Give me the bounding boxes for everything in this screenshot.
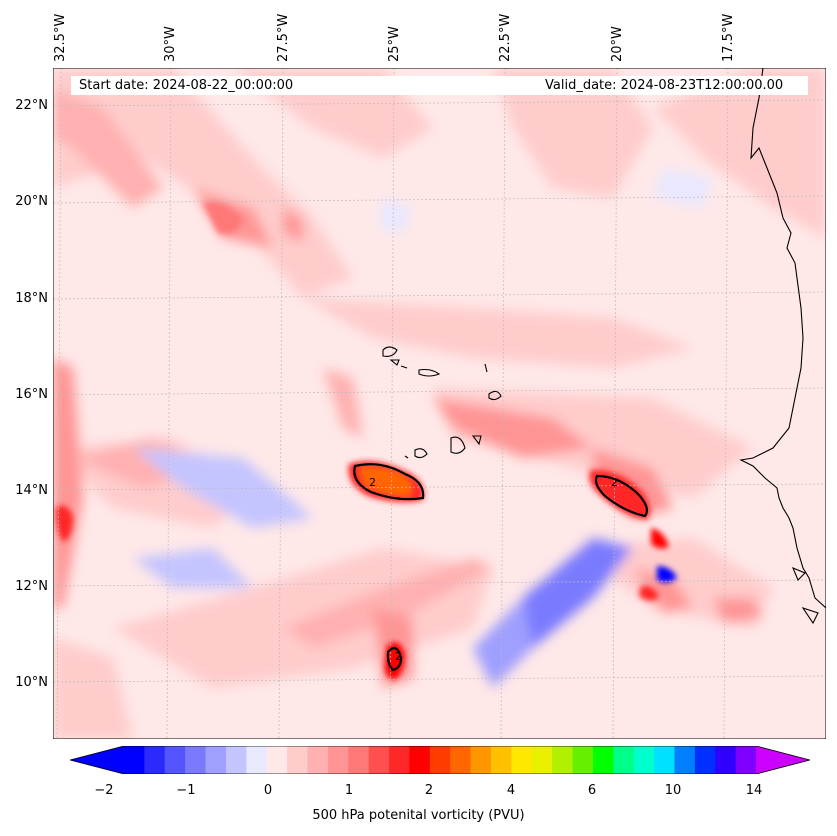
colorbar-cell <box>348 746 370 774</box>
colorbar-cell <box>490 746 512 774</box>
header-box <box>71 76 808 95</box>
colorbar-cell <box>185 746 207 774</box>
colorbar-cell <box>654 746 676 774</box>
colorbar-cell <box>613 746 635 774</box>
colorbar-tick: 1 <box>344 783 354 798</box>
colorbar-cell <box>511 746 533 774</box>
colorbar-cell <box>409 746 431 774</box>
lat-label-16n: 16°N <box>15 387 48 402</box>
colorbar-cell <box>552 746 574 774</box>
colorbar-over-arrow <box>756 746 810 774</box>
colorbar-cell <box>694 746 716 774</box>
colorbar-cell <box>674 746 696 774</box>
colorbar-under-arrow <box>70 746 124 774</box>
colorbar-cell <box>470 746 492 774</box>
lat-label-22n: 22°N <box>15 98 48 113</box>
colorbar-cell <box>225 746 247 774</box>
colorbar-cell <box>715 746 737 774</box>
colorbar-cell <box>429 746 451 774</box>
colorbar-tick: 4 <box>506 783 516 798</box>
contour-label: 2 <box>611 476 618 489</box>
colorbar-tick: 2 <box>424 783 434 798</box>
pv-maxima <box>55 202 677 680</box>
valid-date-label: Valid_date: 2024-08-23T12:00:00.00 <box>545 78 784 93</box>
lon-label-20w: 20°W <box>610 26 625 62</box>
colorbar-cell <box>307 746 329 774</box>
lon-label-25w: 25°W <box>387 26 402 62</box>
colorbar-cell <box>531 746 553 774</box>
lon-label-32-5w: 32.5°W <box>53 13 68 62</box>
lat-label-18n: 18°N <box>15 291 48 306</box>
colorbar-tick: 6 <box>587 783 597 798</box>
colorbar-cell <box>389 746 411 774</box>
colorbar-tick: −2 <box>94 783 114 798</box>
colorbar-cell <box>144 746 166 774</box>
colorbar-cell <box>164 746 186 774</box>
lon-label-30w: 30°W <box>163 26 178 62</box>
lat-label-12n: 12°N <box>15 579 48 594</box>
lat-label-20n: 20°N <box>15 194 48 209</box>
colorbar-cell <box>246 746 268 774</box>
lon-label-17-5w: 17.5°W <box>721 13 736 62</box>
colorbar-cell <box>327 746 349 774</box>
colorbar <box>70 746 810 774</box>
lon-label-22-5w: 22.5°W <box>498 13 513 62</box>
colorbar-cell <box>368 746 390 774</box>
lat-label-14n: 14°N <box>15 483 48 498</box>
colorbar-tick: 0 <box>263 783 273 798</box>
graticule-gridlines <box>53 68 826 739</box>
pv-2-contours <box>353 463 648 672</box>
start-date-label: Start date: 2024-08-22_00:00:00 <box>79 78 294 93</box>
colorbar-tick: 10 <box>664 783 682 798</box>
colorbar-cell <box>633 746 655 774</box>
contour-label: 2 <box>395 650 402 663</box>
potential-vorticity-map: 2 2 2 <box>53 68 826 739</box>
colorbar-label: 500 hPa potenital vorticity (PVU) <box>312 808 525 823</box>
colorbar-cell <box>572 746 594 774</box>
lon-label-27-5w: 27.5°W <box>276 13 291 62</box>
colorbar-cell <box>735 746 757 774</box>
colorbar-cell <box>592 746 614 774</box>
colorbar-tick: −1 <box>176 783 196 798</box>
colorbar-cell <box>124 746 145 774</box>
colorbar-tick: 14 <box>745 783 763 798</box>
colorbar-cell <box>205 746 227 774</box>
colorbar-cell <box>287 746 309 774</box>
coastline <box>382 68 826 625</box>
colorbar-cell <box>266 746 288 774</box>
colorbar-cell <box>450 746 472 774</box>
lat-label-10n: 10°N <box>15 675 48 690</box>
contour-label: 2 <box>369 476 376 489</box>
